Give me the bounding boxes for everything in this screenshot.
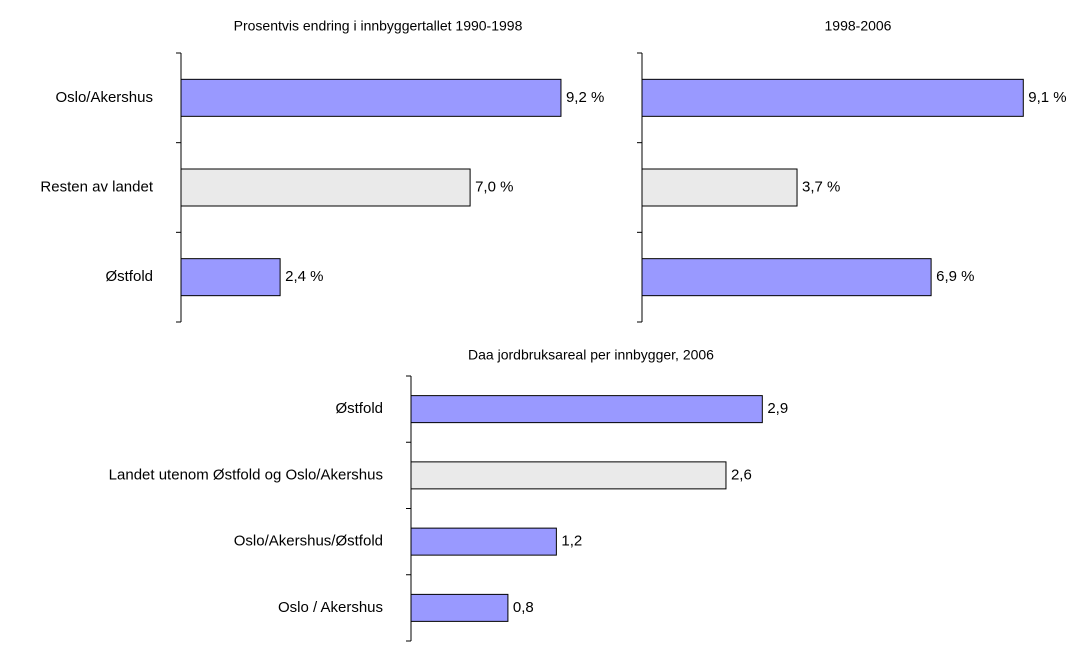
category-label: Resten av landet xyxy=(40,178,153,195)
category-label: Østfold xyxy=(105,268,153,285)
bar xyxy=(641,258,932,297)
chart-title: 1998-2006 xyxy=(825,18,892,34)
bar xyxy=(180,168,471,207)
category-label: Oslo / Akershus xyxy=(278,599,383,616)
value-label: 6,9 % xyxy=(936,268,974,285)
bar xyxy=(410,461,727,490)
bar xyxy=(410,395,763,424)
bar xyxy=(641,168,798,207)
value-label: 0,8 xyxy=(513,599,534,616)
chart-title: Daa jordbruksareal per innbygger, 2006 xyxy=(468,347,714,363)
bar xyxy=(410,593,509,622)
value-label: 3,7 % xyxy=(802,178,840,195)
category-label: Landet utenom Østfold og Oslo/Akershus xyxy=(109,466,383,483)
value-label: 1,2 xyxy=(561,533,582,550)
bar xyxy=(180,78,562,117)
bar xyxy=(641,78,1024,117)
value-label: 2,9 xyxy=(767,400,788,417)
value-label: 9,2 % xyxy=(566,89,604,106)
bar xyxy=(410,527,557,556)
category-label: Østfold xyxy=(335,400,383,417)
bar xyxy=(180,258,281,297)
chart-title: Prosentvis endring i innbyggertallet 199… xyxy=(234,18,523,34)
category-label: Oslo/Akershus/Østfold xyxy=(234,533,383,550)
value-label: 9,1 % xyxy=(1028,89,1066,106)
value-label: 2,4 % xyxy=(285,268,323,285)
category-label: Oslo/Akershus xyxy=(55,89,153,106)
value-label: 2,6 xyxy=(731,466,752,483)
value-label: 7,0 % xyxy=(475,178,513,195)
